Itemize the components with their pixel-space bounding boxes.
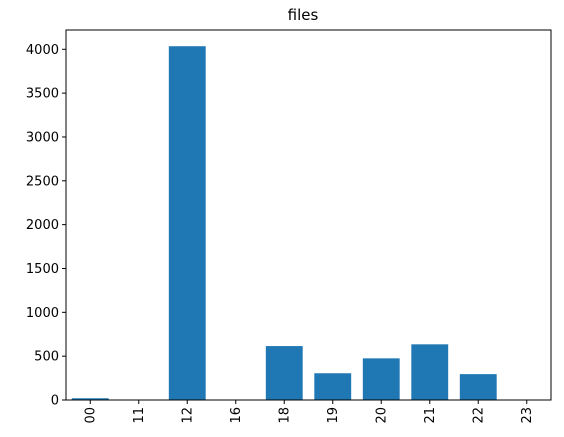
y-tick-label: 500 <box>34 350 59 365</box>
y-tick-label: 4000 <box>26 43 59 58</box>
y-tick-label: 1500 <box>26 262 59 277</box>
x-tick-label: 16 <box>229 407 244 424</box>
bar-00 <box>71 398 109 400</box>
x-axis: 00 11 12 16 18 19 20 21 22 23 <box>83 400 535 424</box>
x-tick-label: 00 <box>83 407 98 424</box>
x-tick-label: 12 <box>180 407 195 424</box>
bar-18 <box>265 346 303 400</box>
bar-20 <box>362 358 400 400</box>
y-tick-label: 3500 <box>26 87 59 102</box>
bar-12 <box>168 46 206 401</box>
y-tick-label: 2000 <box>26 218 59 233</box>
bar-21 <box>411 344 449 400</box>
chart-title: files <box>288 6 319 24</box>
x-tick-label: 21 <box>423 407 438 424</box>
plot-frame <box>65 29 552 401</box>
x-tick-label: 20 <box>374 407 389 424</box>
x-tick-label: 23 <box>520 407 535 424</box>
bar-19 <box>314 373 352 400</box>
y-tick-label: 2500 <box>26 174 59 189</box>
x-tick-label: 11 <box>132 407 147 424</box>
y-tick-label: 1000 <box>26 306 59 321</box>
y-tick-label: 0 <box>51 394 59 409</box>
x-tick-label: 22 <box>471 407 486 424</box>
x-tick-label: 19 <box>326 407 341 424</box>
bars-group <box>71 46 546 401</box>
x-tick-label: 18 <box>277 407 292 424</box>
bar-22 <box>459 374 497 400</box>
y-axis: 0 500 1000 1500 2000 2500 3000 3500 4000 <box>26 43 66 409</box>
y-tick-label: 3000 <box>26 130 59 145</box>
